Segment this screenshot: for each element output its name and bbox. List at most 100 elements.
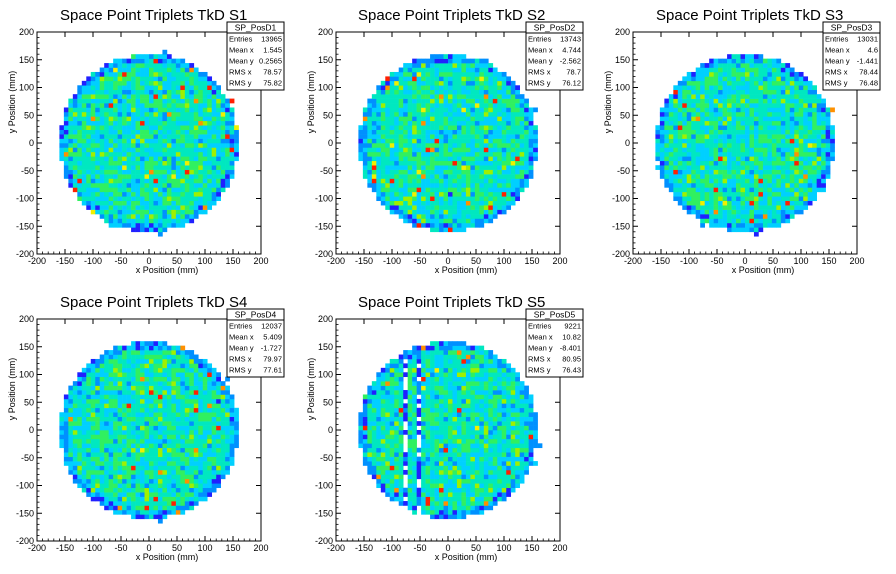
heatmap-cell: [776, 209, 782, 215]
heatmap-cell: [140, 354, 145, 360]
heatmap-cell: [126, 125, 132, 130]
x-tick-label: -50: [710, 256, 723, 266]
heatmap-cell: [439, 218, 444, 224]
heatmap-cell: [81, 407, 87, 413]
heatmap-cell: [479, 214, 485, 219]
heatmap-cell: [745, 143, 750, 148]
heatmap-cell: [668, 125, 674, 130]
heatmap-cell: [117, 174, 123, 179]
heatmap-cell: [465, 191, 471, 197]
heatmap-cell: [731, 138, 737, 144]
heatmap-cell: [695, 80, 701, 86]
heatmap-cell: [380, 107, 386, 113]
heatmap-cell: [825, 174, 831, 179]
heatmap-cell: [113, 381, 118, 386]
heatmap-cell: [95, 407, 101, 413]
heatmap-cell: [758, 103, 764, 108]
heatmap-cell: [398, 67, 404, 73]
heatmap-cell: [803, 200, 809, 206]
heatmap-cell: [398, 120, 404, 126]
heatmap-cell: [456, 174, 462, 179]
heatmap-cell: [131, 438, 136, 444]
heatmap-cell: [448, 182, 453, 188]
heatmap-cell: [198, 191, 204, 197]
heatmap-cell: [95, 71, 101, 77]
heatmap-cell: [153, 182, 159, 188]
heatmap-cell: [812, 107, 817, 113]
heatmap-cell: [439, 160, 444, 166]
heatmap-cell: [68, 156, 74, 162]
heatmap-cell: [193, 196, 199, 202]
heatmap-cell: [117, 474, 123, 480]
heatmap-cell: [104, 160, 109, 166]
heatmap-cell: [157, 143, 163, 148]
heatmap-cell: [99, 354, 105, 360]
heatmap-cell: [81, 151, 87, 157]
heatmap-cell: [104, 447, 109, 453]
heatmap-cell: [812, 187, 817, 193]
heatmap-cell: [184, 169, 190, 175]
heatmap-cell: [403, 196, 408, 202]
heatmap-cell: [149, 452, 154, 457]
heatmap-cell: [202, 174, 208, 179]
heatmap-cell: [99, 469, 105, 475]
x-tick-label: 50: [172, 256, 182, 266]
heatmap-cell: [483, 89, 489, 95]
x-tick-label: -100: [84, 256, 102, 266]
heatmap-cell: [412, 156, 417, 162]
heatmap-cell: [140, 174, 145, 179]
heatmap-cell: [153, 443, 159, 449]
heatmap-cell: [695, 182, 701, 188]
heatmap-cell: [659, 143, 665, 148]
heatmap-cell: [113, 394, 118, 400]
heatmap-cell: [785, 134, 791, 139]
heatmap-cell: [371, 178, 377, 184]
heatmap-cell: [149, 160, 154, 166]
heatmap-cell: [122, 58, 127, 64]
heatmap-cell: [95, 430, 101, 435]
heatmap-cell: [140, 345, 145, 351]
heatmap-cell: [68, 443, 74, 449]
heatmap-cell: [474, 151, 480, 157]
heatmap-cell: [149, 425, 154, 431]
heatmap-cell: [488, 129, 494, 135]
heatmap-cell: [211, 196, 217, 202]
heatmap-cell: [72, 138, 78, 144]
heatmap-cell: [162, 138, 168, 144]
heatmap-cell: [456, 227, 462, 233]
heatmap-cell: [135, 505, 141, 511]
heatmap-cell: [488, 120, 494, 126]
heatmap-cell: [68, 160, 74, 166]
heatmap-cell: [474, 67, 480, 73]
x-tick-label: 200: [849, 256, 864, 266]
heatmap-cell: [686, 89, 692, 95]
heatmap-cell: [149, 509, 154, 515]
heatmap-cell: [776, 169, 782, 175]
heatmap-cell: [63, 452, 69, 457]
heatmap-cell: [803, 116, 809, 122]
heatmap-cell: [131, 385, 136, 391]
heatmap-cell: [727, 151, 732, 157]
heatmap-cell: [479, 129, 485, 135]
heatmap-cell: [122, 376, 127, 382]
heatmap-cell: [722, 151, 728, 157]
heatmap-cell: [691, 196, 697, 202]
heatmap-cell: [380, 165, 386, 170]
heatmap-cell: [184, 218, 190, 224]
heatmap-cell: [162, 461, 168, 466]
heatmap-cell: [68, 385, 74, 391]
heatmap-cell: [479, 120, 485, 126]
heatmap-cell: [72, 111, 78, 117]
heatmap-cell: [686, 103, 692, 108]
heatmap-cell: [479, 67, 485, 73]
heatmap-cell: [198, 169, 204, 175]
heatmap-cell: [506, 125, 512, 130]
heatmap-cell: [81, 111, 87, 117]
heatmap-cell: [515, 147, 520, 153]
heatmap-cell: [122, 80, 127, 86]
heatmap-cell: [149, 358, 154, 364]
heatmap-cell: [812, 125, 817, 130]
heatmap-cell: [202, 107, 208, 113]
heatmap-cell: [510, 111, 516, 117]
heatmap-cell: [727, 103, 732, 108]
